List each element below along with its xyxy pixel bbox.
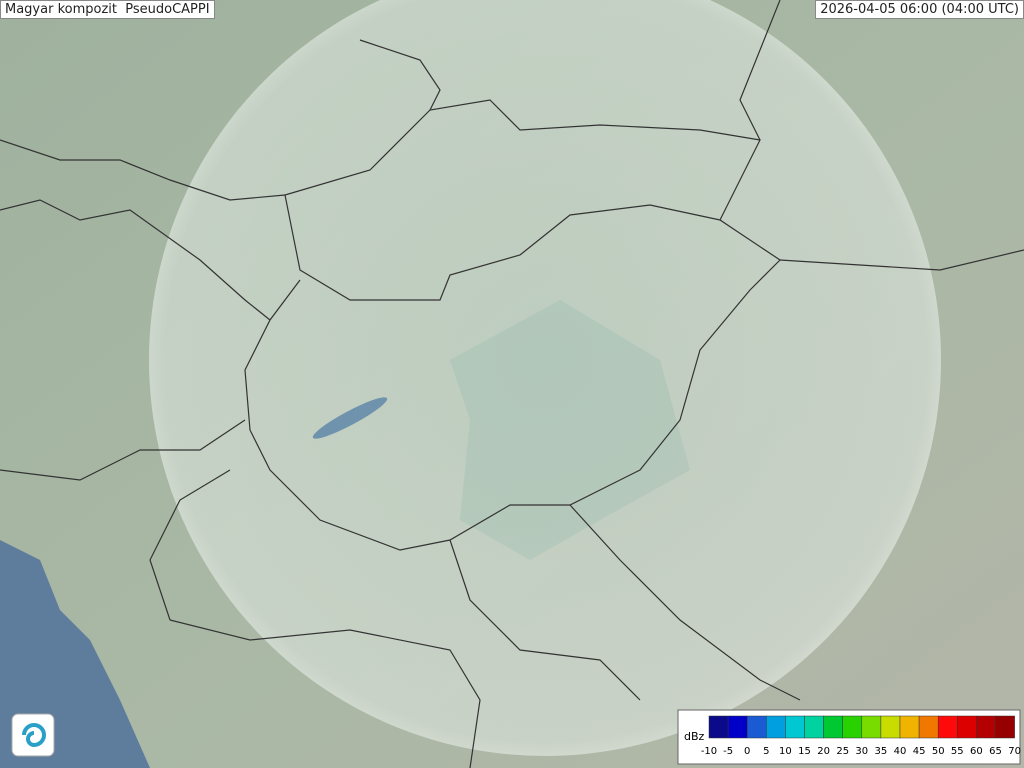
legend-unit: dBz <box>684 730 705 743</box>
legend-swatch <box>842 715 863 739</box>
legend-label: 10 <box>779 746 792 757</box>
legend-label: 55 <box>951 746 964 757</box>
timestamp: 2026-04-05 06:00 (04:00 UTC) <box>815 0 1024 19</box>
legend-swatch <box>957 715 977 739</box>
legend-label: 70 <box>1008 746 1021 757</box>
plain <box>450 300 690 560</box>
legend-label: 0 <box>744 746 750 757</box>
legend-swatch <box>899 715 920 739</box>
radar-range <box>149 0 941 756</box>
legend-label: 60 <box>970 746 983 757</box>
legend-label: -5 <box>723 746 733 757</box>
legend-swatch <box>880 715 901 739</box>
legend-swatch <box>727 715 748 739</box>
legend-label: 25 <box>836 746 849 757</box>
legend-swatch <box>976 715 996 739</box>
legend-swatch <box>861 715 882 739</box>
legend-label: 50 <box>932 746 945 757</box>
legend-swatch <box>766 715 786 739</box>
legend-label: 30 <box>855 746 868 757</box>
legend-swatch <box>995 715 1015 739</box>
legend-label: 45 <box>913 746 926 757</box>
legend-swatch <box>746 715 767 739</box>
title: Magyar kompozit PseudoCAPPI <box>0 0 215 19</box>
legend-swatch <box>708 715 729 739</box>
legend-swatch <box>823 715 843 739</box>
legend-swatch <box>918 715 939 739</box>
legend-label: -10 <box>701 746 717 757</box>
legend-label: 65 <box>989 746 1002 757</box>
logo <box>11 713 55 757</box>
legend: dBz -10 -5 0 5 10 15 20 25 30 35 40 45 50 55 60 65 70 <box>677 709 1021 765</box>
legend-label: 5 <box>763 746 769 757</box>
legend-label: 15 <box>798 746 811 757</box>
legend-label: 35 <box>875 746 888 757</box>
legend-label: 20 <box>817 746 830 757</box>
legend-swatch <box>785 715 805 739</box>
legend-swatch <box>937 715 958 739</box>
legend-label: 40 <box>894 746 907 757</box>
sea <box>0 540 150 768</box>
lake <box>312 397 388 439</box>
legend-swatch <box>804 715 824 739</box>
